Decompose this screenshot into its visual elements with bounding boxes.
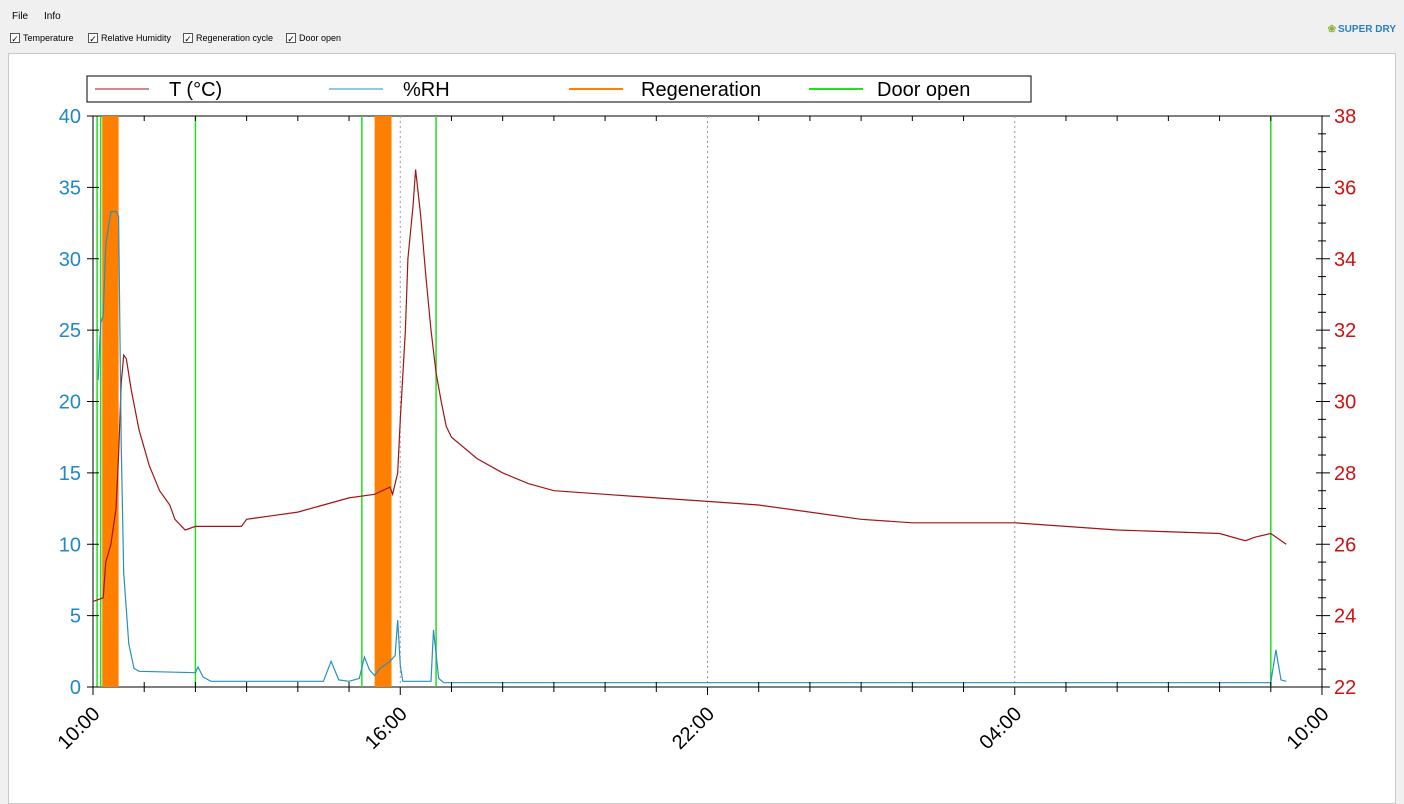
right-axis-tick-label: 34 [1334, 249, 1356, 271]
relative-humidity-checkbox[interactable]: ✓ Relative Humidity [88, 33, 172, 44]
menu-info[interactable]: Info [44, 11, 61, 22]
legend-label: Door open [877, 79, 970, 101]
temperature-checkbox[interactable]: ✓ Temperature [10, 33, 74, 44]
regeneration-bar [374, 116, 392, 687]
x-axis-tick-label: 16:00 [361, 703, 412, 754]
temperature-checkbox-label: Temperature [23, 33, 74, 43]
right-axis-tick-label: 26 [1334, 534, 1356, 556]
left-axis-tick-label: 40 [59, 106, 81, 128]
left-axis-tick-label: 25 [59, 320, 81, 342]
regeneration-cycle-checkbox-label: Regeneration cycle [196, 33, 274, 43]
x-axis-tick-label: 10:00 [1283, 703, 1334, 754]
left-axis-tick-label: 0 [70, 677, 81, 699]
logo-text: SUPER DRY [1338, 24, 1396, 35]
left-axis-tick-label: 20 [59, 392, 81, 414]
left-axis-tick-label: 5 [70, 606, 81, 628]
menu-file[interactable]: File [12, 11, 29, 22]
rh-series-line [97, 211, 1287, 684]
checkbox-check-icon[interactable]: ✓ [183, 33, 193, 44]
left-axis-tick-label: 30 [59, 249, 81, 271]
right-axis-tick-label: 36 [1334, 177, 1356, 199]
legend-label: T (°C) [169, 79, 222, 101]
right-axis-tick-label: 22 [1334, 677, 1356, 699]
right-axis-tick-label: 30 [1334, 392, 1356, 414]
x-axis-tick-label: 22:00 [668, 703, 719, 754]
x-axis-tick-label: 10:00 [54, 703, 105, 754]
checkbox-check-icon[interactable]: ✓ [88, 33, 98, 44]
checkbox-check-icon[interactable]: ✓ [10, 33, 20, 44]
checkbox-check-icon[interactable]: ✓ [286, 33, 296, 44]
x-axis-tick-label: 04:00 [975, 703, 1026, 754]
right-axis-tick-label: 28 [1334, 463, 1356, 485]
legend-box [86, 75, 1032, 103]
door-open-checkbox-label: Door open [299, 33, 342, 43]
temperature-series-line [92, 169, 1287, 602]
menu-bar: File Info [0, 0, 1404, 26]
series-toolbar: ✓ Temperature ✓ Relative Humidity ✓ Rege… [0, 28, 1404, 48]
legend-label: Regeneration [641, 79, 761, 101]
superdry-logo: ❀ SUPER DRY [1328, 24, 1396, 35]
relative-humidity-checkbox-label: Relative Humidity [101, 33, 172, 43]
left-axis-tick-label: 10 [59, 534, 81, 556]
right-axis-tick-label: 32 [1334, 320, 1356, 342]
leaf-icon: ❀ [1327, 24, 1337, 35]
chart-area: 0 5 10 15 20 25 30 35 40 22 24 26 28 30 32 34 36 38 10:00 1… [8, 53, 1396, 804]
legend-label: %RH [403, 79, 450, 101]
right-axis-tick-label: 38 [1334, 106, 1356, 128]
left-axis-tick-label: 35 [59, 177, 81, 199]
regeneration-cycle-checkbox[interactable]: ✓ Regeneration cycle [183, 33, 274, 44]
door-open-checkbox[interactable]: ✓ Door open [286, 33, 342, 44]
left-axis-tick-label: 15 [59, 463, 81, 485]
regeneration-bar [102, 116, 119, 687]
right-axis-tick-label: 24 [1334, 606, 1356, 628]
chart-svg: 0 5 10 15 20 25 30 35 40 22 24 26 28 30 32 34 36 38 10:00 1… [54, 75, 1356, 754]
